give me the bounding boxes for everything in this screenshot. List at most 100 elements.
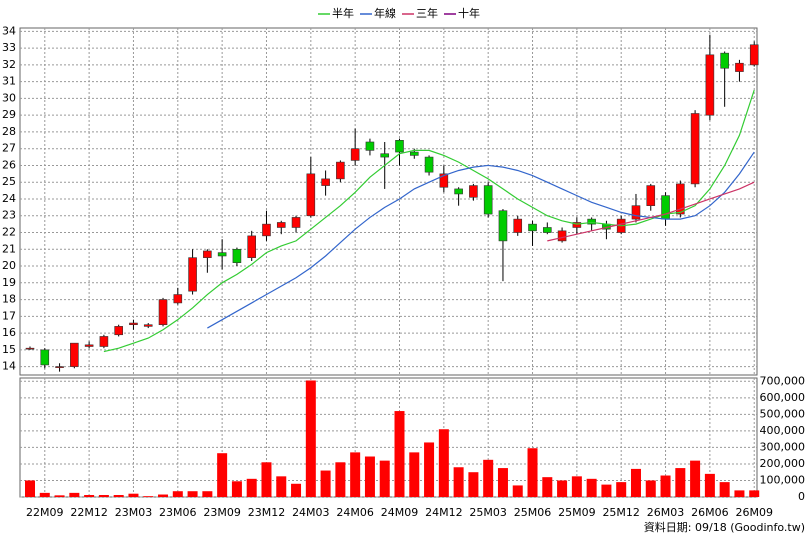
volume-bar: [350, 452, 361, 497]
volume-bar: [394, 411, 405, 497]
volume-bar: [512, 485, 523, 497]
y-tick-label: 31: [2, 75, 16, 88]
y-tick-label: 24: [2, 192, 16, 205]
candle-body: [70, 342, 79, 367]
candle-body: [631, 205, 641, 220]
volume-bar: [675, 468, 686, 497]
y2-tick-label: 200,000: [760, 457, 806, 470]
y-tick-label: 20: [2, 259, 16, 272]
candle-body: [291, 217, 301, 228]
volume-bar: [187, 491, 198, 497]
volume-bar: [364, 456, 375, 497]
candle-body: [469, 185, 478, 198]
candle-body: [84, 344, 94, 347]
volume-bar: [246, 478, 257, 497]
candle-body: [720, 52, 729, 69]
volume-bar: [69, 492, 80, 497]
volume-bar: [335, 462, 346, 497]
volume-bar: [379, 460, 390, 497]
volume-bar: [424, 442, 435, 497]
x-tick-label: 23M06: [159, 506, 197, 519]
x-tick-label: 23M03: [115, 506, 153, 519]
ma-line: [207, 151, 755, 329]
candle-body: [705, 54, 715, 116]
candle-body: [676, 183, 685, 215]
y-tick-label: 32: [2, 58, 16, 71]
x-tick-label: 25M06: [514, 506, 552, 519]
candle-body: [395, 140, 404, 153]
volume-bar: [409, 452, 420, 497]
candle-body: [513, 218, 523, 233]
candle-body: [380, 153, 390, 158]
candle-body: [542, 227, 552, 233]
volume-bar: [25, 480, 35, 497]
y-tick-label: 33: [2, 41, 16, 54]
y-tick-label: 23: [2, 209, 16, 222]
candle-body: [528, 223, 537, 232]
volume-bar: [734, 490, 745, 497]
x-tick-label: 23M09: [203, 506, 241, 519]
y-tick-label: 26: [2, 158, 16, 171]
volume-bar: [54, 495, 65, 497]
volume-bar: [172, 491, 183, 497]
y-tick-label: 34: [2, 24, 16, 37]
x-tick-label: 25M03: [469, 506, 507, 519]
candle-body: [587, 218, 596, 225]
x-tick-label: 22M09: [26, 506, 64, 519]
candle-body: [350, 148, 360, 161]
volume-bar: [616, 482, 627, 497]
volume-bar: [527, 448, 538, 497]
volume-bar: [438, 429, 449, 497]
ma-line: [547, 181, 755, 242]
x-tick-label: 24M09: [381, 506, 419, 519]
volume-bar: [217, 453, 228, 497]
y-tick-label: 29: [2, 108, 16, 121]
y2-tick-label: 100,000: [760, 473, 806, 486]
ma-line: [103, 89, 755, 353]
volume-bar: [468, 472, 479, 497]
candle-body: [409, 151, 419, 156]
legend-label: 年線: [374, 6, 396, 20]
candle-body: [483, 185, 493, 215]
y-tick-label: 16: [2, 326, 16, 339]
candle-body: [557, 230, 567, 242]
candle-body: [276, 222, 286, 228]
candle-body: [454, 188, 463, 195]
y2-tick-label: 400,000: [760, 424, 806, 437]
candle-body: [217, 252, 227, 257]
volume-bar: [202, 491, 213, 497]
candle-body: [321, 178, 330, 186]
legend-label: 半年: [332, 6, 354, 20]
volume-bar: [557, 480, 568, 497]
volume-bar: [128, 493, 139, 497]
y2-tick-label: 300,000: [760, 440, 806, 453]
volume-bar: [143, 496, 154, 497]
volume-bar: [113, 495, 124, 497]
volume-bar: [645, 480, 656, 497]
candle-body: [572, 222, 582, 228]
volume-bar: [630, 468, 641, 497]
y2-tick-label: 700,000: [760, 374, 806, 387]
candle-body: [749, 44, 759, 66]
candle-body: [232, 248, 242, 263]
y-tick-label: 27: [2, 142, 16, 155]
y-tick-label: 15: [2, 343, 16, 356]
x-tick-label: 26M06: [691, 506, 729, 519]
volume-bar: [483, 459, 494, 497]
candle-body: [203, 250, 212, 258]
volume-bar: [305, 380, 316, 497]
volume-bar: [276, 476, 287, 497]
y-tick-label: 14: [2, 360, 16, 373]
y-tick-label: 22: [2, 226, 16, 239]
candle-body: [129, 322, 138, 326]
y-tick-label: 18: [2, 293, 16, 306]
volume-bar: [690, 460, 701, 497]
legend-label: 十年: [458, 6, 480, 20]
footer: 資料日期: 09/18 (Goodinfo.tw): [644, 520, 805, 534]
candle-body: [424, 156, 434, 173]
candle-body: [143, 324, 153, 327]
y-tick-label: 28: [2, 125, 16, 138]
candle-body: [439, 173, 449, 188]
volume-bar: [719, 482, 730, 497]
